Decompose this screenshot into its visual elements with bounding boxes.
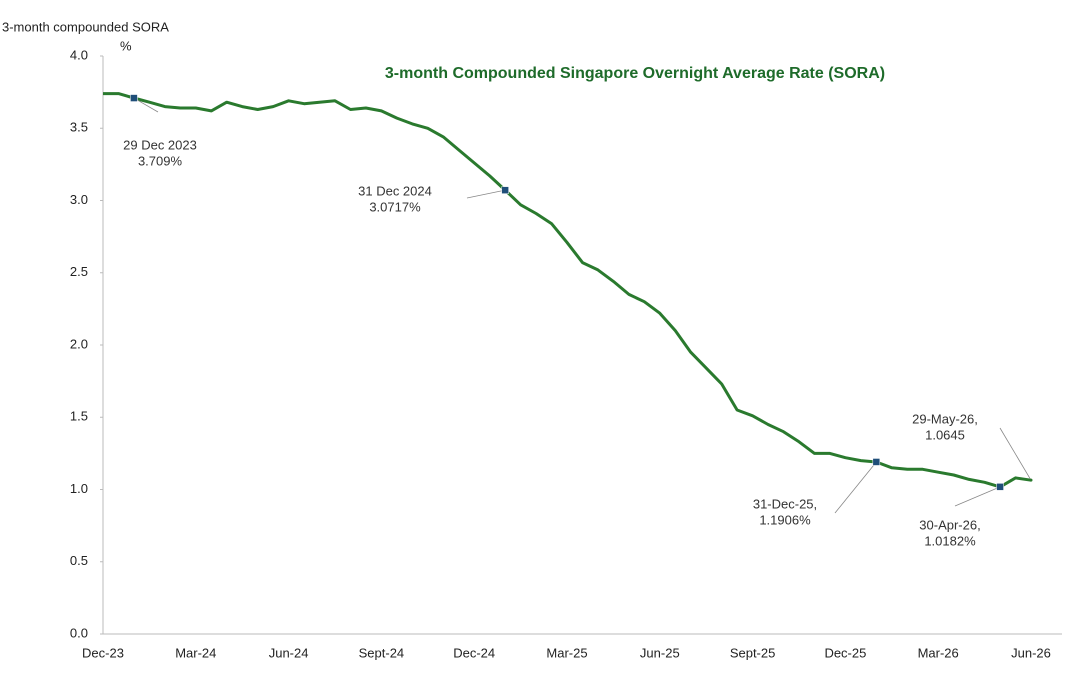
y-tick-label: 3.0 (70, 192, 88, 207)
annotation-value: 3.709% (138, 153, 183, 168)
annotation-marker (872, 458, 881, 466)
leader-line (999, 427, 1032, 481)
annotation-label: 31 Dec 2024 (358, 183, 432, 198)
annotation-value: 1.0182% (924, 533, 976, 548)
x-tick-label: Mar-24 (175, 645, 216, 660)
leader-line (466, 189, 506, 199)
x-tick-label: Jun-25 (640, 645, 680, 660)
annotation-marker (501, 186, 509, 194)
y-tick-label: 3.5 (70, 120, 88, 135)
x-tick-label: Sept-25 (730, 645, 776, 660)
x-tick-label: Jun-24 (269, 645, 309, 660)
data-line (103, 92, 1032, 489)
annotation-value: 3.0717% (369, 199, 421, 214)
y-tick-label: 0.0 (70, 625, 88, 640)
y-axis-title: 3-month compounded SORA (2, 19, 169, 34)
leader-line (954, 486, 1001, 507)
annotation-marker (1029, 478, 1033, 482)
y-tick-label: 0.5 (70, 553, 88, 568)
annotation-label: 29-May-26, (912, 411, 978, 426)
annotation-value: 1.0645 (925, 427, 965, 442)
leader-line (834, 461, 877, 514)
chart-title: 3-month Compounded Singapore Overnight A… (385, 65, 885, 82)
y-tick-label: 1.5 (70, 409, 88, 424)
leader-line (133, 97, 159, 113)
x-tick-label: Mar-26 (918, 645, 959, 660)
x-tick-label: Sept-24 (359, 645, 405, 660)
annotation-label: 30-Apr-26, (919, 517, 980, 532)
x-tick-label: Dec-24 (453, 645, 495, 660)
x-tick-label: Dec-25 (824, 645, 866, 660)
y-tick-label: 4.0 (70, 47, 88, 62)
y-tick-label: 2.5 (70, 264, 88, 279)
annotation-marker (130, 94, 138, 102)
annotation-label: 29 Dec 2023 (123, 137, 197, 152)
y-tick-label: 2.0 (70, 336, 88, 351)
x-tick-label: Dec-23 (82, 645, 124, 660)
y-tick-label: 1.0 (70, 481, 88, 496)
annotation-label: 31-Dec-25, (753, 496, 817, 511)
y-unit: % (120, 38, 132, 53)
x-tick-label: Jun-26 (1011, 645, 1051, 660)
annotation-value: 1.1906% (759, 512, 811, 527)
x-tick-label: Mar-25 (546, 645, 587, 660)
annotation-marker (996, 483, 1004, 491)
